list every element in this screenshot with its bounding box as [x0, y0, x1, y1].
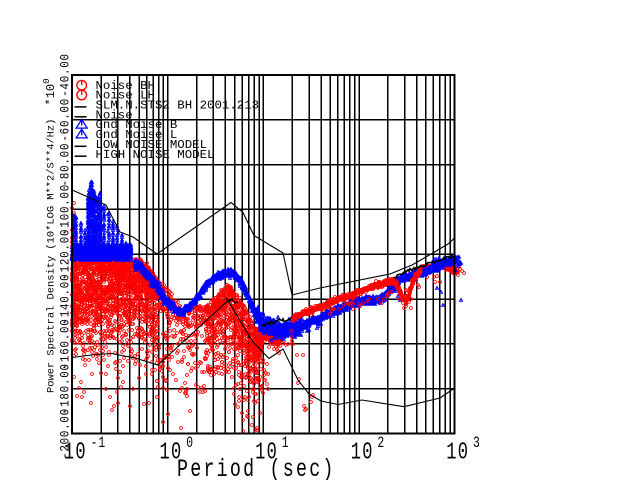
svg-text:Noise: Noise — [96, 108, 133, 122]
svg-text:-1: -1 — [91, 434, 107, 452]
svg-text:3: 3 — [473, 434, 481, 452]
svg-text:-120.00: -120.00 — [58, 229, 73, 280]
svg-text:-200.00: -200.00 — [58, 408, 73, 459]
svg-text:HIGH NOISE MODEL: HIGH NOISE MODEL — [96, 148, 215, 162]
svg-text:10: 10 — [351, 440, 374, 466]
svg-text:Period (sec): Period (sec) — [177, 456, 336, 480]
svg-text:*100: *100 — [42, 78, 58, 105]
svg-text:Noise BH: Noise BH — [96, 79, 156, 93]
svg-text:SLM.N.STS2 BH 2001.213: SLM.N.STS2 BH 2001.213 — [96, 99, 260, 113]
svg-text:LOW NOISE MODEL: LOW NOISE MODEL — [96, 138, 208, 152]
svg-text:-100.00: -100.00 — [58, 184, 73, 235]
svg-text:Gnd Noise L: Gnd Noise L — [96, 128, 178, 142]
svg-text:Gnd Noise B: Gnd Noise B — [96, 118, 178, 132]
svg-text:0: 0 — [186, 434, 194, 452]
svg-text:10: 10 — [159, 440, 182, 466]
svg-text:-40.00: -40.00 — [58, 53, 73, 97]
svg-text:-60.00: -60.00 — [58, 98, 73, 142]
svg-text:1: 1 — [282, 434, 290, 452]
svg-text:10: 10 — [255, 440, 278, 466]
svg-text:-160.00: -160.00 — [58, 318, 73, 369]
svg-text:2: 2 — [377, 434, 385, 452]
svg-text:10: 10 — [446, 440, 469, 466]
svg-text:Power Spectral Density (10*LOG: Power Spectral Density (10*LOG M**2/S**4… — [46, 119, 58, 393]
svg-text:-140.00: -140.00 — [58, 274, 73, 325]
svg-text:10: 10 — [64, 440, 87, 466]
svg-text:Noise LH: Noise LH — [96, 89, 156, 103]
svg-text:-80.00: -80.00 — [58, 143, 73, 187]
svg-text:-180.00: -180.00 — [58, 363, 73, 414]
